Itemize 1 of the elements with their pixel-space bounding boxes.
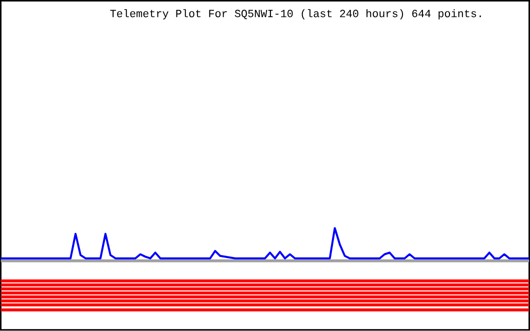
chart-title: Telemetry Plot For SQ5NWI-10 (last 240 hours) 644 points. — [110, 9, 481, 20]
